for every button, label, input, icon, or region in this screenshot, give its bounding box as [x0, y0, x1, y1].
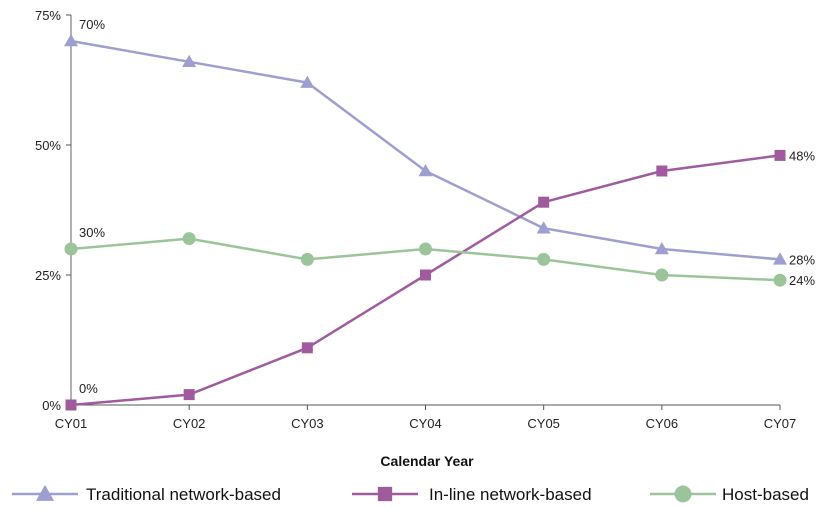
- legend-item: In-line network-based: [352, 485, 592, 504]
- y-tick-label: 25%: [35, 268, 61, 283]
- data-point-circle: [64, 242, 78, 256]
- legend-label: Host-based: [722, 485, 809, 504]
- data-label: 28%: [789, 252, 815, 267]
- data-point-circle: [773, 273, 787, 287]
- x-tick-label: CY05: [527, 416, 560, 431]
- data-point-square: [183, 389, 195, 401]
- data-label: 70%: [79, 17, 105, 32]
- y-tick-label: 0%: [42, 398, 61, 413]
- data-point-square: [538, 196, 550, 208]
- axes: 0% 25% 50% 75% CY01 CY02 CY03 CY04 CY05 CY06 CY07: [35, 8, 796, 431]
- data-point-square: [420, 269, 431, 281]
- data-point-circle: [300, 252, 314, 266]
- legend-marker-square: [377, 486, 393, 502]
- y-tick-label: 75%: [35, 8, 61, 23]
- data-point-circle: [537, 252, 551, 266]
- x-tick-label: CY02: [173, 416, 206, 431]
- series-circle: [64, 232, 787, 287]
- data-point-triangle: [182, 54, 197, 68]
- data-labels: 70% 28% 0% 48% 30% 24%: [79, 17, 815, 396]
- y-tick-label: 50%: [35, 138, 61, 153]
- legend: Traditional network-based In-line network…: [12, 484, 809, 504]
- x-tick-label: CY03: [291, 416, 324, 431]
- legend-item: Traditional network-based: [12, 484, 281, 504]
- data-label: 30%: [79, 225, 105, 240]
- legend-label: In-line network-based: [429, 485, 592, 504]
- data-point-square: [65, 399, 77, 411]
- x-tick-label: CY07: [764, 416, 797, 431]
- data-point-triangle: [300, 75, 315, 88]
- data-point-triangle: [773, 252, 787, 265]
- legend-marker-triangle: [35, 484, 55, 501]
- x-axis-title: Calendar Year: [380, 453, 474, 469]
- data-point-triangle: [418, 164, 433, 177]
- data-point-circle: [655, 268, 669, 282]
- data-point-triangle: [536, 221, 551, 234]
- x-tick-label: CY06: [646, 416, 679, 431]
- legend-label: Traditional network-based: [86, 485, 281, 504]
- legend-item: Host-based: [650, 485, 809, 504]
- series-square: [65, 149, 786, 411]
- data-point-square: [774, 149, 786, 161]
- x-tick-label: CY01: [55, 416, 88, 431]
- data-point-square: [656, 165, 668, 177]
- data-point-triangle: [64, 34, 78, 47]
- legend-marker-circle: [674, 485, 692, 503]
- data-label: 0%: [79, 381, 98, 396]
- data-point-circle: [419, 242, 432, 256]
- x-tick-label: CY04: [409, 416, 442, 431]
- data-point-square: [301, 342, 313, 354]
- series-line: [70, 39, 781, 261]
- data-point-circle: [182, 232, 196, 246]
- data-label: 48%: [789, 148, 815, 163]
- series-triangle: [64, 34, 787, 265]
- data-label: 24%: [789, 273, 815, 288]
- data-point-triangle: [654, 242, 669, 255]
- series-layer: [64, 34, 787, 411]
